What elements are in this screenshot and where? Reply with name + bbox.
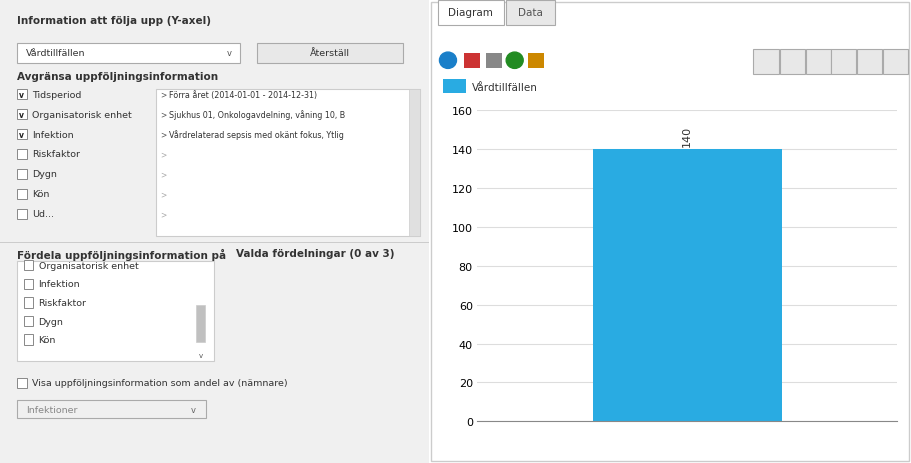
Text: >: >	[160, 130, 167, 139]
FancyBboxPatch shape	[24, 261, 33, 271]
Text: Riskfaktor: Riskfaktor	[38, 298, 87, 307]
FancyBboxPatch shape	[17, 150, 26, 160]
Text: Diagram: Diagram	[448, 8, 493, 19]
Text: Avgränsa uppföljningsinformation: Avgränsa uppföljningsinformation	[17, 72, 218, 82]
Text: Valda fördelningar (0 av 3): Valda fördelningar (0 av 3)	[235, 249, 394, 259]
Text: v: v	[190, 405, 195, 414]
Text: >: >	[160, 150, 167, 159]
Text: Vårdtillfällen: Vårdtillfällen	[472, 82, 537, 93]
Text: Fördela uppföljningsinformation på: Fördela uppföljningsinformation på	[17, 249, 226, 261]
FancyBboxPatch shape	[24, 298, 33, 308]
FancyBboxPatch shape	[24, 279, 33, 289]
Text: Organisatorisk enhet: Organisatorisk enhet	[32, 110, 132, 119]
FancyBboxPatch shape	[431, 3, 907, 461]
Text: Dygn: Dygn	[38, 317, 64, 326]
Text: Sjukhus 01, Onkologavdelning, våning 10, B: Sjukhus 01, Onkologavdelning, våning 10,…	[169, 110, 345, 120]
Text: v: v	[227, 49, 231, 58]
Circle shape	[439, 53, 456, 69]
FancyBboxPatch shape	[438, 1, 503, 25]
Text: Tidsperiod: Tidsperiod	[32, 90, 81, 100]
Text: v: v	[19, 110, 25, 119]
FancyBboxPatch shape	[464, 54, 479, 69]
FancyBboxPatch shape	[24, 316, 33, 326]
Text: Information att följa upp (Y-axel): Information att följa upp (Y-axel)	[17, 16, 211, 26]
Circle shape	[506, 53, 523, 69]
Text: Organisatorisk enhet: Organisatorisk enhet	[38, 261, 138, 270]
Text: v: v	[19, 90, 25, 100]
FancyBboxPatch shape	[17, 400, 206, 418]
Text: Återställ: Återställ	[310, 49, 350, 58]
FancyBboxPatch shape	[17, 44, 240, 63]
Text: Dygn: Dygn	[32, 170, 57, 179]
Text: Kön: Kön	[32, 190, 49, 199]
FancyBboxPatch shape	[17, 378, 26, 388]
Text: >: >	[160, 190, 167, 199]
Text: Infektioner: Infektioner	[26, 405, 77, 414]
Text: >: >	[160, 110, 167, 119]
FancyBboxPatch shape	[196, 306, 205, 343]
FancyBboxPatch shape	[882, 50, 906, 75]
Text: Förra året (2014-01-01 - 2014-12-31): Förra året (2014-01-01 - 2014-12-31)	[169, 90, 317, 100]
FancyBboxPatch shape	[506, 1, 554, 25]
FancyBboxPatch shape	[17, 189, 26, 200]
Text: >: >	[160, 90, 167, 100]
Text: Vårdtillfällen: Vårdtillfällen	[26, 49, 85, 58]
FancyBboxPatch shape	[17, 262, 214, 361]
Bar	[0, 242, 428, 243]
FancyBboxPatch shape	[257, 44, 403, 63]
FancyBboxPatch shape	[17, 90, 26, 100]
Text: Visa uppföljningsinformation som andel av (nämnare): Visa uppföljningsinformation som andel a…	[32, 378, 288, 388]
Bar	[592, 150, 781, 421]
Text: >: >	[160, 210, 167, 219]
Text: Kön: Kön	[38, 335, 56, 344]
Text: Ud...: Ud...	[32, 210, 54, 219]
FancyBboxPatch shape	[17, 130, 26, 140]
FancyBboxPatch shape	[24, 335, 33, 345]
Text: v: v	[19, 130, 25, 139]
Text: Data: Data	[517, 8, 542, 19]
FancyBboxPatch shape	[17, 209, 26, 219]
FancyBboxPatch shape	[486, 54, 501, 69]
FancyBboxPatch shape	[830, 50, 855, 75]
FancyBboxPatch shape	[443, 80, 466, 94]
FancyBboxPatch shape	[409, 90, 420, 236]
Text: Infektion: Infektion	[38, 280, 80, 289]
FancyBboxPatch shape	[804, 50, 830, 75]
Text: v: v	[199, 353, 202, 358]
FancyBboxPatch shape	[752, 50, 778, 75]
FancyBboxPatch shape	[17, 169, 26, 180]
FancyBboxPatch shape	[779, 50, 804, 75]
FancyBboxPatch shape	[157, 90, 420, 236]
Text: Riskfaktor: Riskfaktor	[32, 150, 80, 159]
FancyBboxPatch shape	[856, 50, 881, 75]
Text: Infektion: Infektion	[32, 130, 74, 139]
FancyBboxPatch shape	[527, 54, 543, 69]
Text: >: >	[160, 170, 167, 179]
Text: Vårdrelaterad sepsis med okänt fokus, Ytlig: Vårdrelaterad sepsis med okänt fokus, Yt…	[169, 130, 343, 140]
FancyBboxPatch shape	[17, 110, 26, 120]
Text: 140: 140	[681, 126, 691, 147]
